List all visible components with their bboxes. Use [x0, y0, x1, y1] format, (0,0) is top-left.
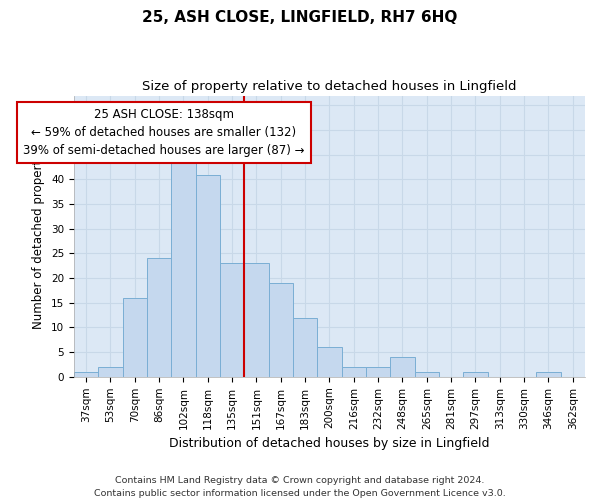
Bar	[536, 372, 560, 377]
Y-axis label: Number of detached properties: Number of detached properties	[32, 143, 45, 329]
Bar	[366, 367, 390, 377]
Bar	[220, 264, 244, 377]
Bar	[341, 367, 366, 377]
Bar	[317, 347, 341, 377]
Bar	[269, 283, 293, 377]
Bar	[122, 298, 147, 377]
Bar	[147, 258, 171, 377]
Title: Size of property relative to detached houses in Lingfield: Size of property relative to detached ho…	[142, 80, 517, 93]
X-axis label: Distribution of detached houses by size in Lingfield: Distribution of detached houses by size …	[169, 437, 490, 450]
Bar	[196, 174, 220, 377]
Bar	[293, 318, 317, 377]
Bar	[74, 372, 98, 377]
Bar	[98, 367, 122, 377]
Text: 25, ASH CLOSE, LINGFIELD, RH7 6HQ: 25, ASH CLOSE, LINGFIELD, RH7 6HQ	[142, 10, 458, 25]
Text: 25 ASH CLOSE: 138sqm
← 59% of detached houses are smaller (132)
39% of semi-deta: 25 ASH CLOSE: 138sqm ← 59% of detached h…	[23, 108, 305, 157]
Bar	[244, 264, 269, 377]
Bar	[171, 150, 196, 377]
Bar	[463, 372, 488, 377]
Bar	[390, 357, 415, 377]
Text: Contains HM Land Registry data © Crown copyright and database right 2024.
Contai: Contains HM Land Registry data © Crown c…	[94, 476, 506, 498]
Bar	[415, 372, 439, 377]
